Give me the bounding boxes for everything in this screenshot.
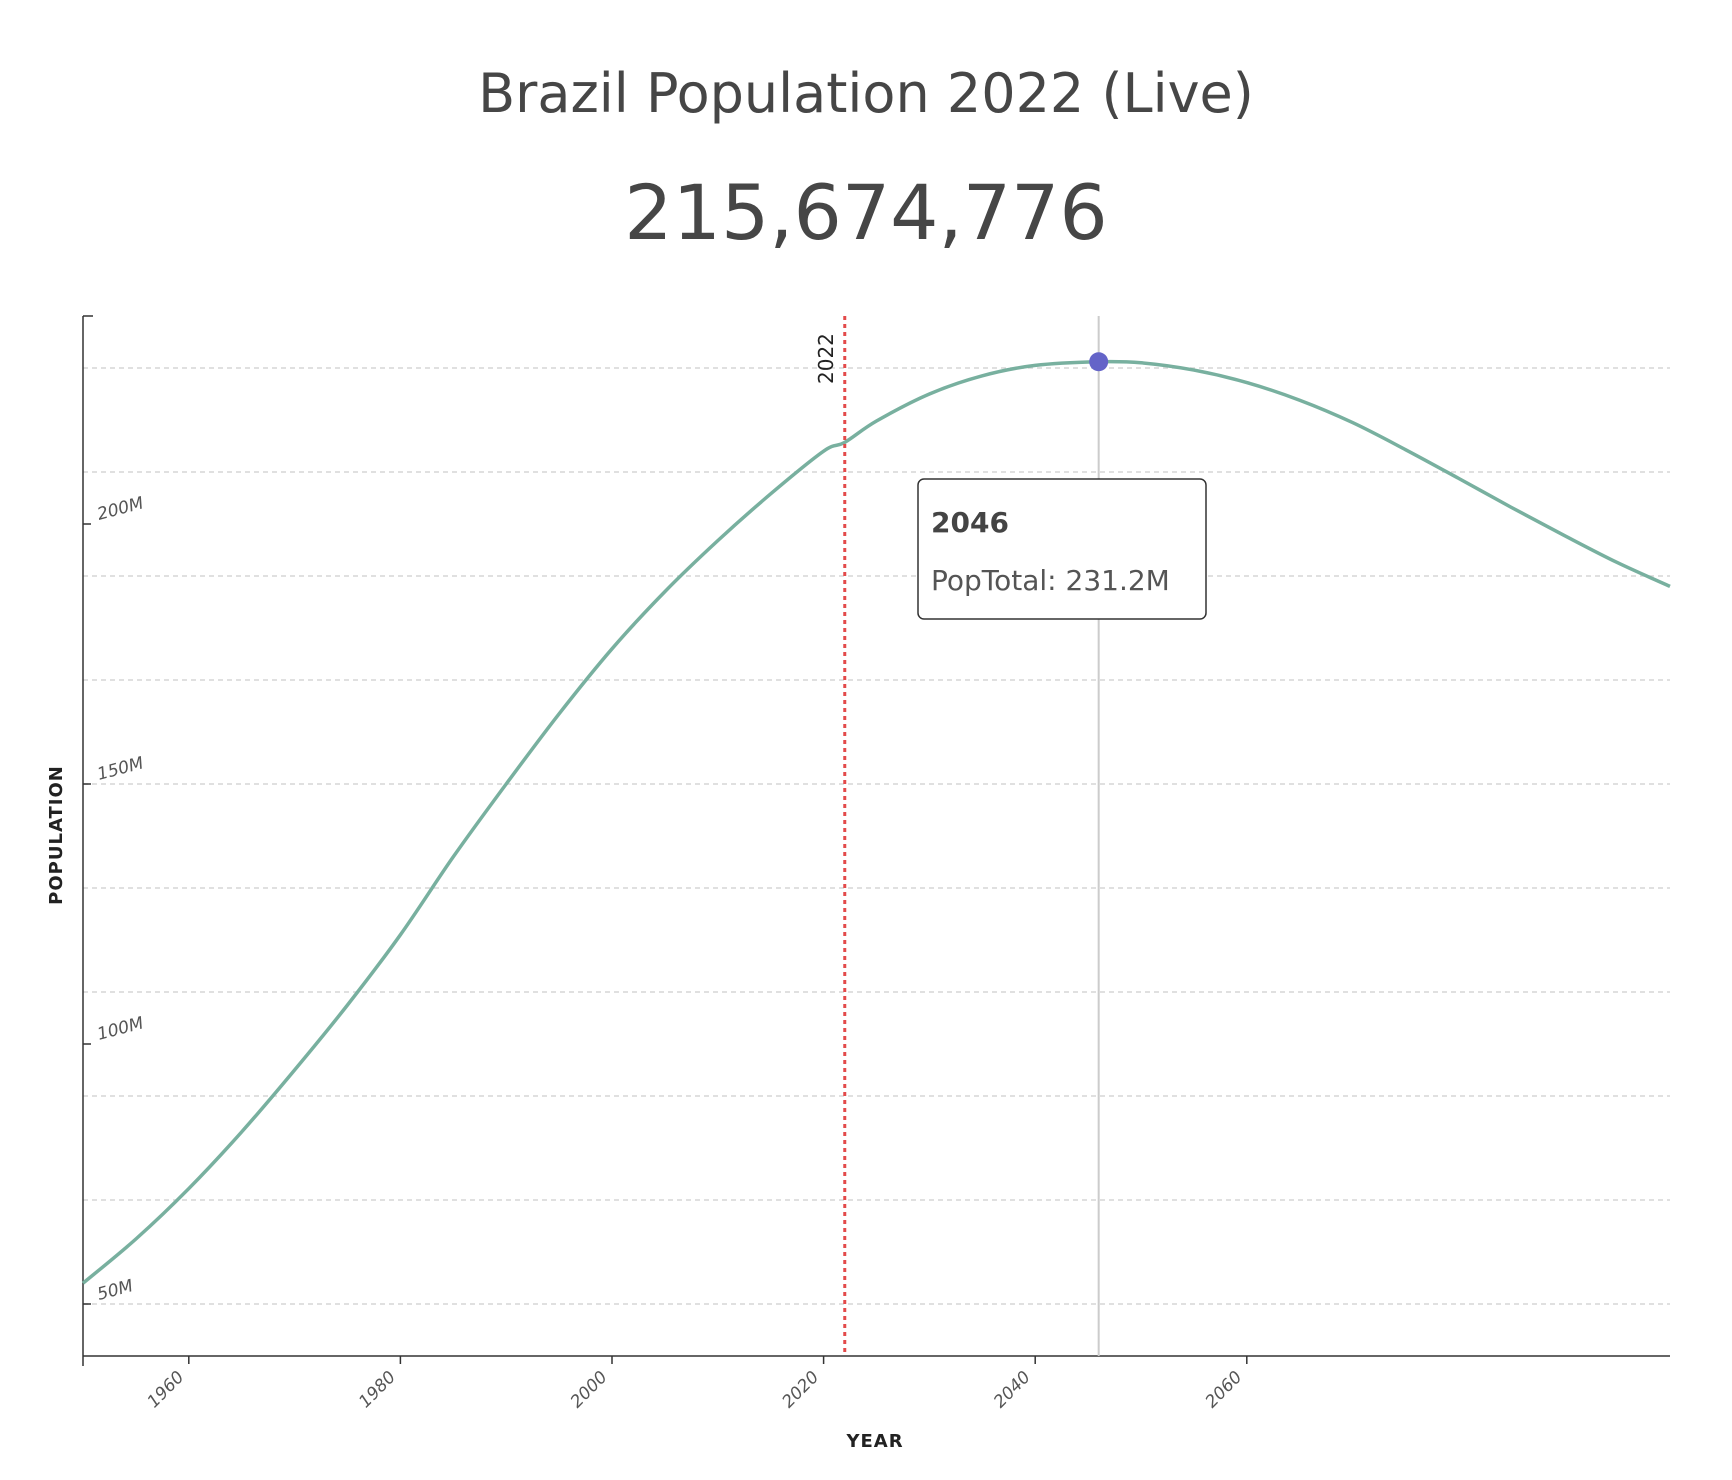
y-tick-label: 200M xyxy=(95,493,146,525)
reference-line-label: 2022 xyxy=(814,333,838,384)
hover-group: 2046 PopTotal: 231.2M xyxy=(917,316,1207,1356)
y-tick-label: 50M xyxy=(95,1276,136,1305)
y-tick-label: 150M xyxy=(95,753,146,785)
chart-title: Brazil Population 2022 (Live) xyxy=(478,62,1254,125)
live-population-counter: 215,674,776 xyxy=(624,168,1108,257)
x-tick-label: 1980 xyxy=(355,1367,400,1412)
x-tick-label: 2060 xyxy=(1202,1367,1247,1412)
x-tick-label: 1960 xyxy=(144,1367,189,1412)
hover-point xyxy=(1089,352,1109,372)
series-line-poptotal xyxy=(81,359,1671,1285)
y-axis-ticks: 50M 100M 150M 200M xyxy=(83,493,146,1305)
y-tick-label: 100M xyxy=(95,1013,146,1045)
series-group xyxy=(81,359,1671,1285)
x-tick-label: 2020 xyxy=(778,1367,823,1412)
tooltip-value: PopTotal: 231.2M xyxy=(931,564,1170,597)
axes xyxy=(82,315,1670,1366)
grid-lines xyxy=(83,367,1670,1305)
tooltip-box xyxy=(917,478,1207,620)
x-axis-ticks: 1960 1980 2000 2020 2040 2060 xyxy=(144,1356,1248,1412)
tooltip-year: 2046 xyxy=(931,506,1009,539)
y-axis-title: POPULATION xyxy=(46,765,67,905)
x-tick-label: 2000 xyxy=(567,1367,612,1412)
reference-line-group: 2022 xyxy=(814,316,847,1356)
x-tick-label: 2040 xyxy=(990,1367,1035,1412)
x-axis-title: YEAR xyxy=(845,1431,903,1452)
